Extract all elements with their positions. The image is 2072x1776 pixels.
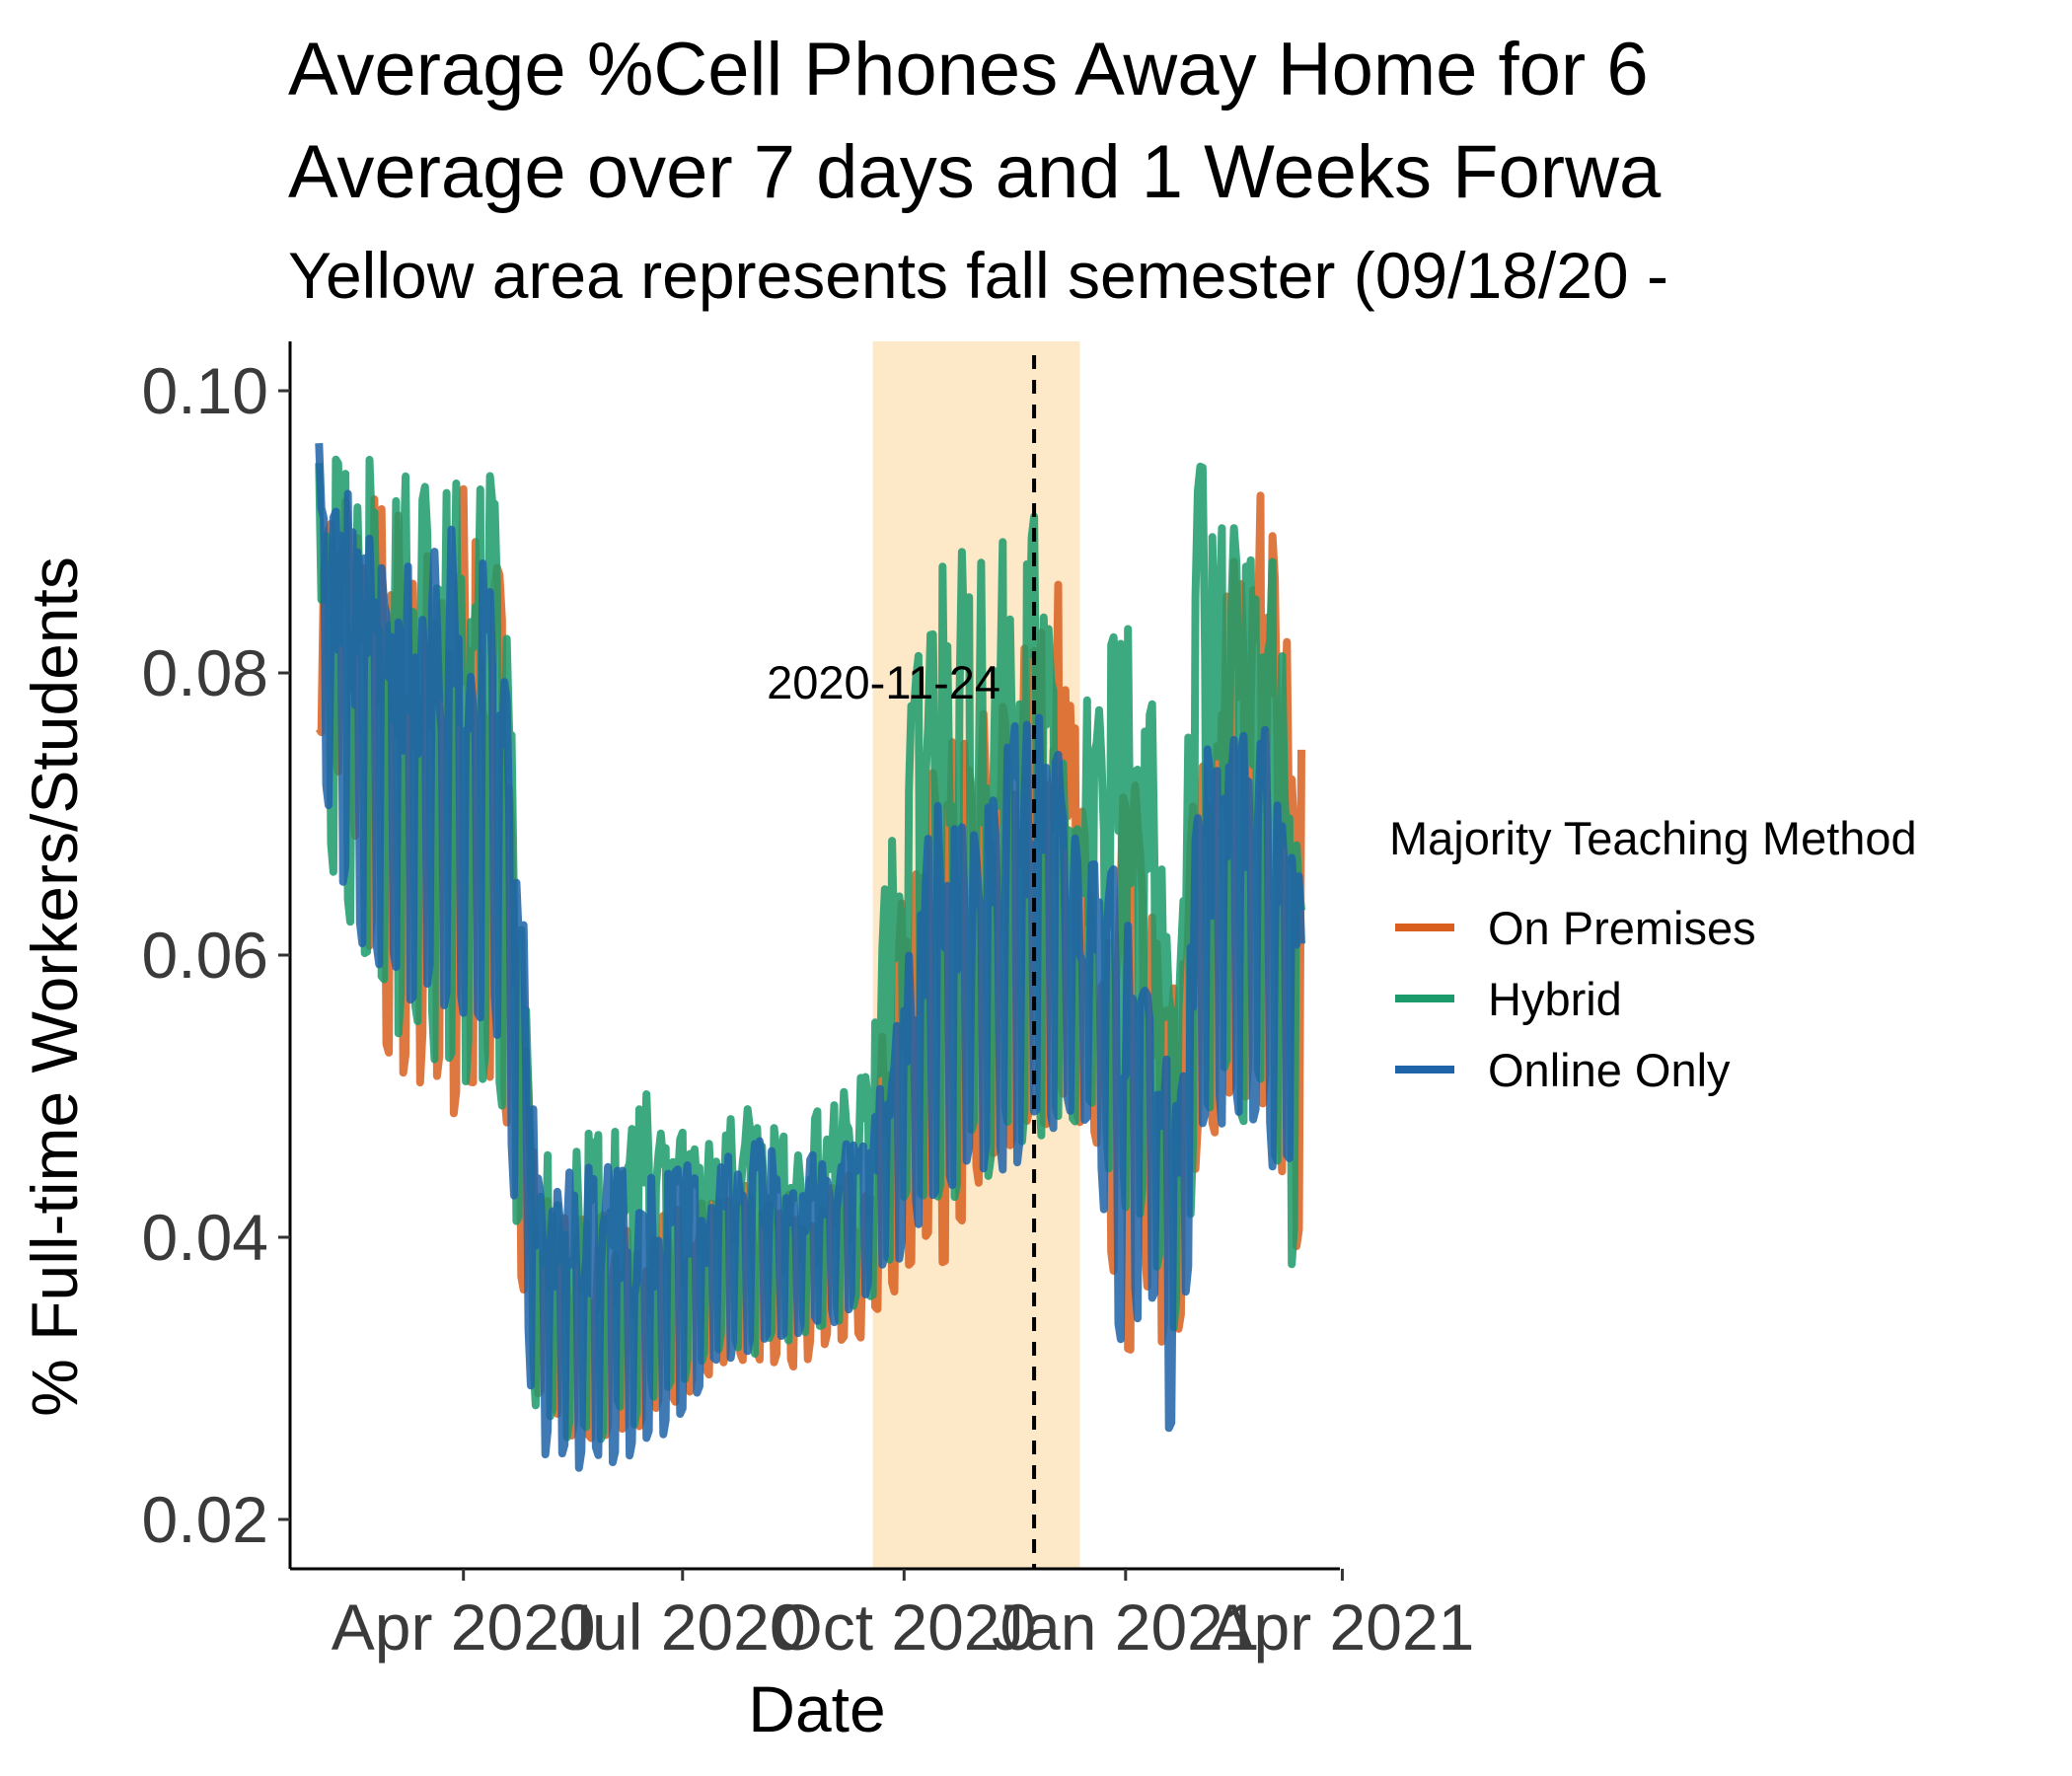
y-tick-label: 0.06 [142,919,268,992]
y-tick-label: 0.10 [142,354,268,427]
x-axis-title: Date [748,1672,885,1745]
x-tick-label: Apr 2021 [1211,1591,1475,1664]
x-tick-label: Oct 2020 [772,1591,1036,1664]
legend: Majority Teaching Method On Premises Hybr… [1389,812,1917,1096]
x-tick-label: Jan 2021 [992,1591,1260,1664]
y-tick-label: 0.08 [142,636,268,709]
legend-label-online-only: Online Only [1488,1044,1731,1096]
series-line-online-only [315,443,1305,1472]
plot-area: 2020-11-24 0.02 0.04 0.06 0.08 0.10 Apr 2020Ju… [142,341,1475,1664]
chart-title-line1: Average %Cell Phones Away Home for 6 [288,28,1649,111]
legend-label-hybrid: Hybrid [1488,973,1622,1025]
x-tick-label: Apr 2020 [332,1591,596,1664]
x-tick-label: Jul 2020 [559,1591,806,1664]
legend-label-on-premises: On Premises [1488,902,1756,954]
chart-title-line2: Average over 7 days and 1 Weeks Forwa [288,130,1662,214]
legend-title: Majority Teaching Method [1389,812,1917,864]
y-axis-title: % Full-time Workers/Students [18,556,91,1417]
chart-subtitle: Yellow area represents fall semester (09… [288,239,1668,312]
y-tick-label: 0.04 [142,1201,268,1274]
y-tick-label: 0.02 [142,1483,268,1556]
vline-annotation: 2020-11-24 [767,656,1000,708]
